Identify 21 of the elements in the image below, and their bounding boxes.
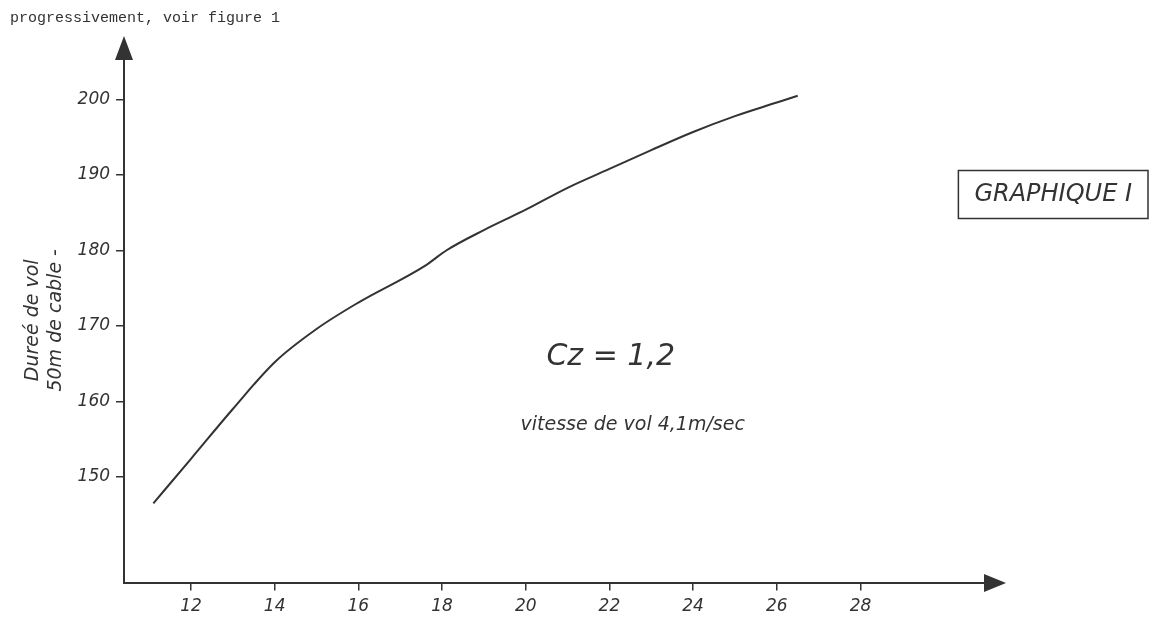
line-series — [152, 94, 799, 505]
y-tick-label: 170 — [77, 314, 111, 335]
x-tick-label: 22 — [598, 595, 621, 616]
x-tick-label: 28 — [849, 595, 872, 616]
x-tick-label: 16 — [347, 595, 370, 616]
y-tick-label: 150 — [77, 465, 111, 486]
y-tick-label: 190 — [77, 163, 111, 184]
x-tick-label: 26 — [765, 595, 788, 616]
x-tick-label: 12 — [180, 595, 202, 616]
annotation: vitesse de vol 4,1m/sec — [520, 412, 746, 435]
x-tick-label: 24 — [682, 595, 704, 616]
y-axis-title: Dureé de vol 50m de cable - — [20, 248, 66, 392]
y-tick-label: 200 — [77, 87, 111, 108]
text: progressivement, voir figure 1 — [10, 9, 281, 27]
y-tick-label: 160 — [77, 389, 111, 410]
y-tick-label: 180 — [77, 238, 111, 259]
x-tick-label: 14 — [263, 595, 286, 616]
text: GRAPHIQUE I — [974, 178, 1133, 207]
x-tick-label: 20 — [514, 595, 537, 616]
annotation: Cz = 1,2 — [546, 336, 676, 372]
x-tick-label: 18 — [431, 595, 454, 616]
